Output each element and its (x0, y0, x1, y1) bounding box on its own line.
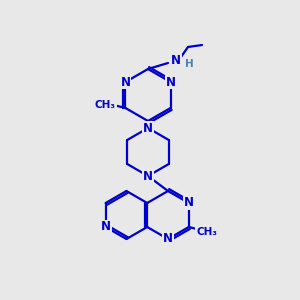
Text: N: N (184, 196, 194, 209)
Text: N: N (100, 220, 111, 233)
Text: CH₃: CH₃ (95, 100, 116, 110)
Text: N: N (121, 76, 130, 88)
Text: N: N (163, 232, 173, 245)
Text: H: H (184, 59, 194, 69)
Text: CH₃: CH₃ (196, 227, 217, 237)
Text: N: N (143, 122, 153, 134)
Text: N: N (143, 169, 153, 182)
Text: N: N (166, 76, 176, 88)
Text: N: N (171, 55, 181, 68)
